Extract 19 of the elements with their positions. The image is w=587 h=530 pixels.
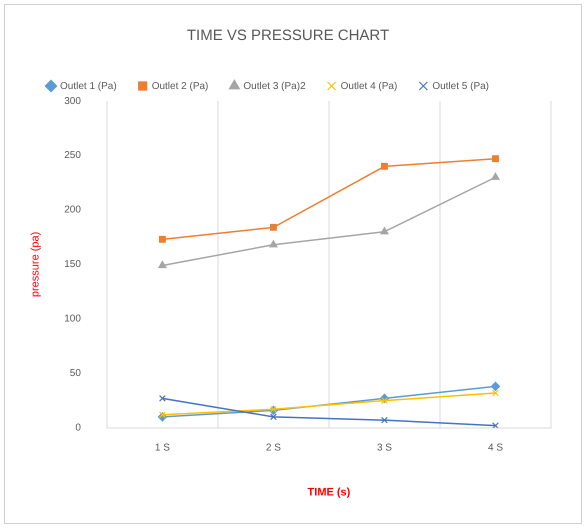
y-tick-label: 200 — [64, 204, 82, 216]
y-tick-label: 250 — [64, 150, 82, 162]
legend-label: Outlet 3 (Pa)2 — [243, 80, 306, 92]
legend-label: Outlet 5 (Pa) — [432, 80, 490, 92]
chart-title: TIME VS PRESSURE CHART — [186, 27, 390, 44]
x-tick-label: 3 S — [376, 442, 392, 454]
y-tick-label: 50 — [70, 368, 82, 380]
legend-label: Outlet 4 (Pa) — [340, 80, 398, 92]
x-axis-title: TIME (s) — [308, 486, 351, 498]
x-tick-label: 1 S — [154, 442, 170, 454]
x-tick-label: 2 S — [266, 442, 282, 454]
x-tick-label: 4 S — [488, 442, 504, 454]
y-tick-label: 0 — [75, 422, 82, 434]
legend-label: Outlet 1 (Pa) — [60, 80, 117, 92]
y-axis-title: pressure (pa) — [30, 232, 42, 298]
y-tick-label: 150 — [64, 259, 82, 270]
legend-label: Outlet 2 (Pa) — [152, 80, 208, 92]
y-tick-label: 300 — [64, 96, 82, 107]
y-tick-label: 100 — [64, 314, 82, 325]
